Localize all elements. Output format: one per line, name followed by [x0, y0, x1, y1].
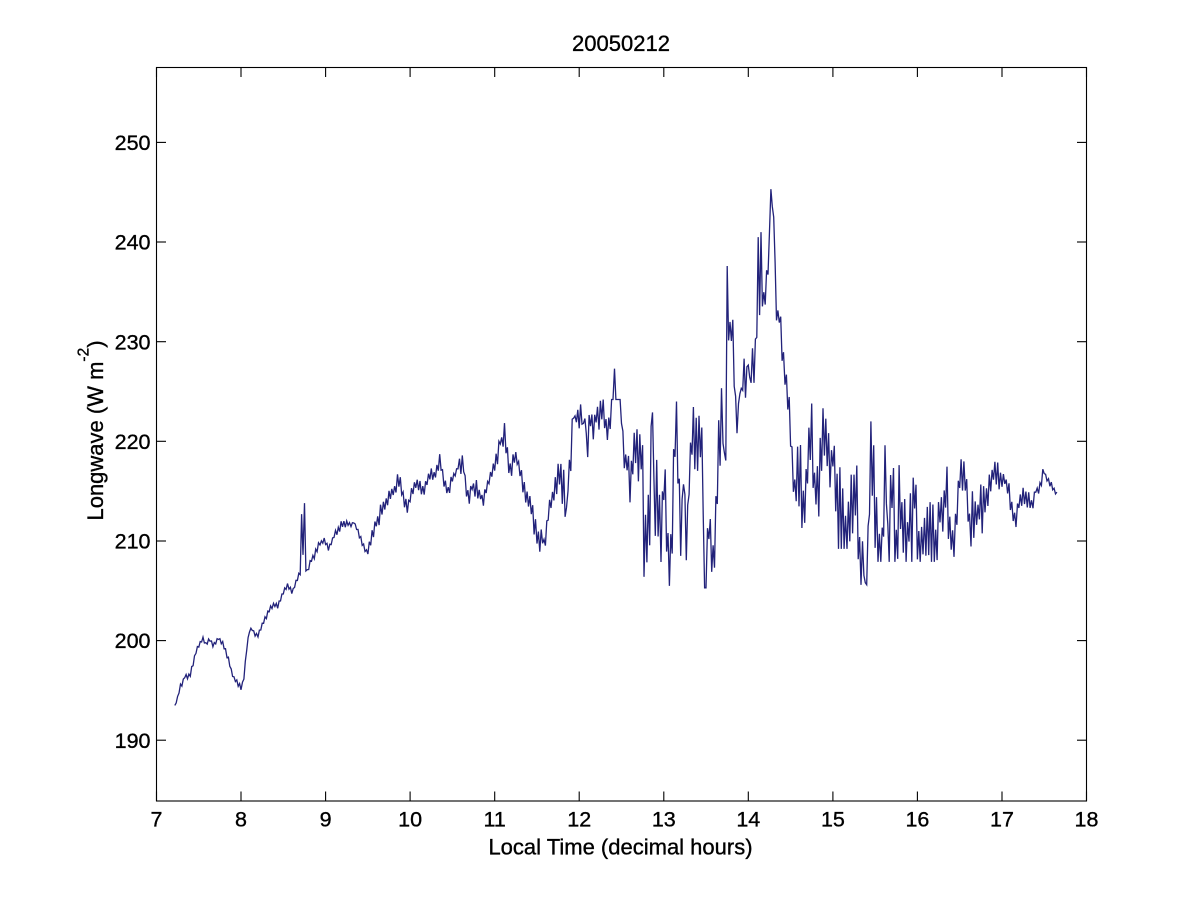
svg-text:8: 8	[235, 808, 247, 832]
svg-text:11: 11	[484, 808, 506, 832]
svg-text:20050212: 20050212	[572, 31, 670, 56]
svg-text:200: 200	[115, 629, 151, 653]
svg-text:240: 240	[115, 231, 151, 255]
svg-text:12: 12	[567, 808, 591, 832]
svg-text:190: 190	[115, 729, 151, 753]
svg-text:210: 210	[115, 530, 151, 554]
svg-text:16: 16	[905, 808, 929, 832]
svg-text:10: 10	[398, 808, 422, 832]
svg-text:9: 9	[320, 808, 332, 832]
svg-text:250: 250	[115, 131, 151, 155]
svg-text:14: 14	[736, 808, 760, 832]
svg-text:230: 230	[115, 330, 151, 354]
svg-text:17: 17	[990, 808, 1014, 832]
svg-text:7: 7	[151, 808, 163, 832]
svg-text:13: 13	[652, 808, 676, 832]
svg-text:18: 18	[1075, 808, 1099, 832]
svg-text:220: 220	[115, 430, 151, 454]
svg-text:15: 15	[821, 808, 845, 832]
svg-text:Local Time (decimal hours): Local Time (decimal hours)	[488, 835, 752, 860]
